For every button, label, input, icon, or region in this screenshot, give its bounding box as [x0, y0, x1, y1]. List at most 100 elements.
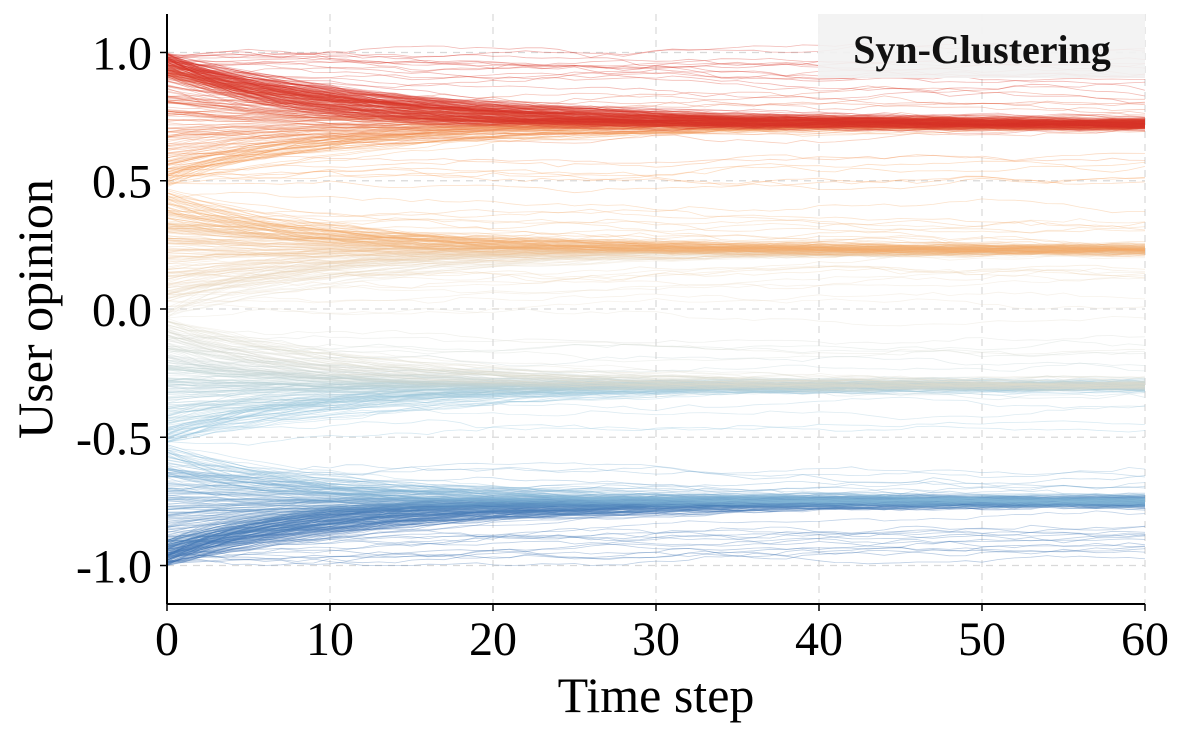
- opinion-trajectory: [166, 74, 1146, 127]
- grid-lines: [167, 14, 1146, 604]
- opinion-trajectory: [166, 247, 1146, 289]
- opinion-trajectory: [166, 109, 1146, 129]
- opinion-trajectory: [166, 110, 1146, 131]
- opinion-trajectory: [166, 53, 1146, 125]
- opinion-trajectory: [166, 59, 1146, 129]
- opinion-trajectory: [166, 58, 1146, 127]
- opinion-trajectory: [166, 65, 1146, 125]
- opinion-trajectory: [166, 368, 1146, 386]
- opinion-trajectory: [166, 247, 1146, 287]
- opinion-trajectory: [166, 380, 1146, 391]
- opinion-trajectory: [166, 490, 1146, 507]
- opinion-trajectory: [166, 74, 1146, 128]
- opinion-trajectory: [166, 493, 1146, 503]
- opinion-trajectory: [166, 121, 1146, 158]
- opinion-trajectory: [166, 373, 1146, 389]
- opinion-trajectory: [166, 500, 1146, 531]
- opinion-trajectory: [166, 499, 1146, 557]
- opinion-trajectory: [166, 366, 1146, 391]
- opinion-trajectory: [166, 327, 1146, 355]
- opinion-trajectory: [166, 120, 1146, 162]
- opinion-trajectory: [166, 354, 1146, 390]
- opinion-trajectory: [166, 72, 1146, 129]
- opinion-trajectory: [166, 247, 1146, 259]
- opinion-trajectory: [166, 247, 1146, 314]
- opinion-trajectory: [166, 499, 1146, 550]
- opinion-trajectory: [166, 498, 1146, 551]
- opinion-trajectory: [166, 490, 1146, 504]
- opinion-trajectory: [166, 228, 1146, 250]
- opinion-trajectory: [166, 217, 1146, 253]
- opinion-trajectory: [166, 247, 1146, 263]
- opinion-trajectory: [166, 241, 1146, 253]
- opinion-trajectory: [166, 546, 1146, 558]
- opinion-trajectory: [166, 120, 1146, 138]
- x-tick-label: 30: [632, 613, 680, 666]
- opinion-trajectory: [166, 200, 1145, 253]
- opinion-trajectory: [166, 65, 1146, 124]
- opinion-trajectory: [166, 192, 1146, 252]
- opinion-trajectory: [166, 500, 1146, 547]
- x-tick-label: 60: [1121, 613, 1169, 666]
- opinion-trajectory: [166, 385, 1146, 393]
- opinion-trajectory: [166, 495, 1146, 504]
- opinion-trajectory: [166, 382, 1146, 400]
- opinion-trajectory: [166, 57, 1146, 127]
- opinion-trajectory: [166, 114, 1146, 125]
- opinion-trajectory: [166, 72, 1146, 129]
- opinion-trajectory: [167, 466, 1146, 489]
- opinion-trajectory: [166, 249, 1146, 296]
- opinion-trajectory: [166, 57, 1146, 129]
- opinion-trajectory: [166, 330, 1146, 390]
- opinion-trajectory: [166, 202, 1146, 257]
- opinion-trajectory: [166, 207, 1145, 257]
- opinion-trajectory: [166, 125, 1146, 163]
- opinion-trajectory: [166, 500, 1146, 556]
- opinion-trajectory: [166, 384, 1146, 440]
- opinion-trajectory: [166, 462, 1145, 505]
- opinion-trajectory: [166, 381, 1146, 404]
- opinion-trajectory: [166, 247, 1146, 308]
- opinion-trajectory: [166, 99, 1146, 129]
- opinion-trajectory: [166, 247, 1146, 295]
- opinion-trajectory: [166, 249, 1146, 293]
- opinion-trajectory: [166, 325, 1146, 388]
- opinion-trajectory: [166, 483, 1146, 504]
- opinion-trajectory: [167, 121, 1146, 129]
- opinion-trajectory: [166, 498, 1146, 566]
- opinion-trajectory: [166, 232, 1145, 252]
- opinion-trajectory: [166, 499, 1146, 561]
- opinion-trajectory: [166, 355, 1146, 392]
- opinion-trajectory: [166, 383, 1146, 422]
- opinion-trajectory: [166, 499, 1146, 556]
- opinion-trajectory: [166, 529, 1146, 553]
- opinion-trajectory: [166, 102, 1146, 127]
- opinion-trajectory: [166, 95, 1146, 130]
- opinion-trajectory: [166, 218, 1146, 242]
- opinion-trajectory: [166, 396, 1146, 421]
- opinion-trajectory: [166, 87, 1146, 128]
- opinion-trajectory: [166, 247, 1146, 259]
- opinion-trajectory: [166, 498, 1146, 543]
- opinion-trajectory: [166, 249, 1146, 302]
- opinion-trajectory: [166, 248, 1146, 265]
- opinion-trajectory: [166, 494, 1146, 562]
- opinion-trajectory: [166, 125, 1146, 170]
- opinion-trajectory: [166, 368, 1146, 391]
- opinion-trajectory: [166, 378, 1146, 398]
- opinion-trajectory: [166, 73, 1146, 127]
- opinion-trajectory: [166, 501, 1146, 553]
- opinion-trajectory: [166, 548, 1146, 566]
- opinion-trajectory: [166, 469, 1146, 505]
- opinion-trajectory: [166, 61, 1146, 126]
- opinion-trajectory: [166, 491, 1145, 502]
- opinion-trajectory: [166, 476, 1146, 495]
- opinion-trajectory: [166, 367, 1146, 393]
- opinion-trajectory: [166, 246, 1146, 296]
- opinion-trajectory: [166, 56, 1146, 129]
- opinion-trajectory: [166, 357, 1146, 387]
- opinion-trajectory: [166, 56, 1146, 124]
- opinion-trajectory: [166, 122, 1146, 147]
- opinion-trajectory: [166, 381, 1145, 432]
- opinion-trajectory: [166, 381, 1146, 436]
